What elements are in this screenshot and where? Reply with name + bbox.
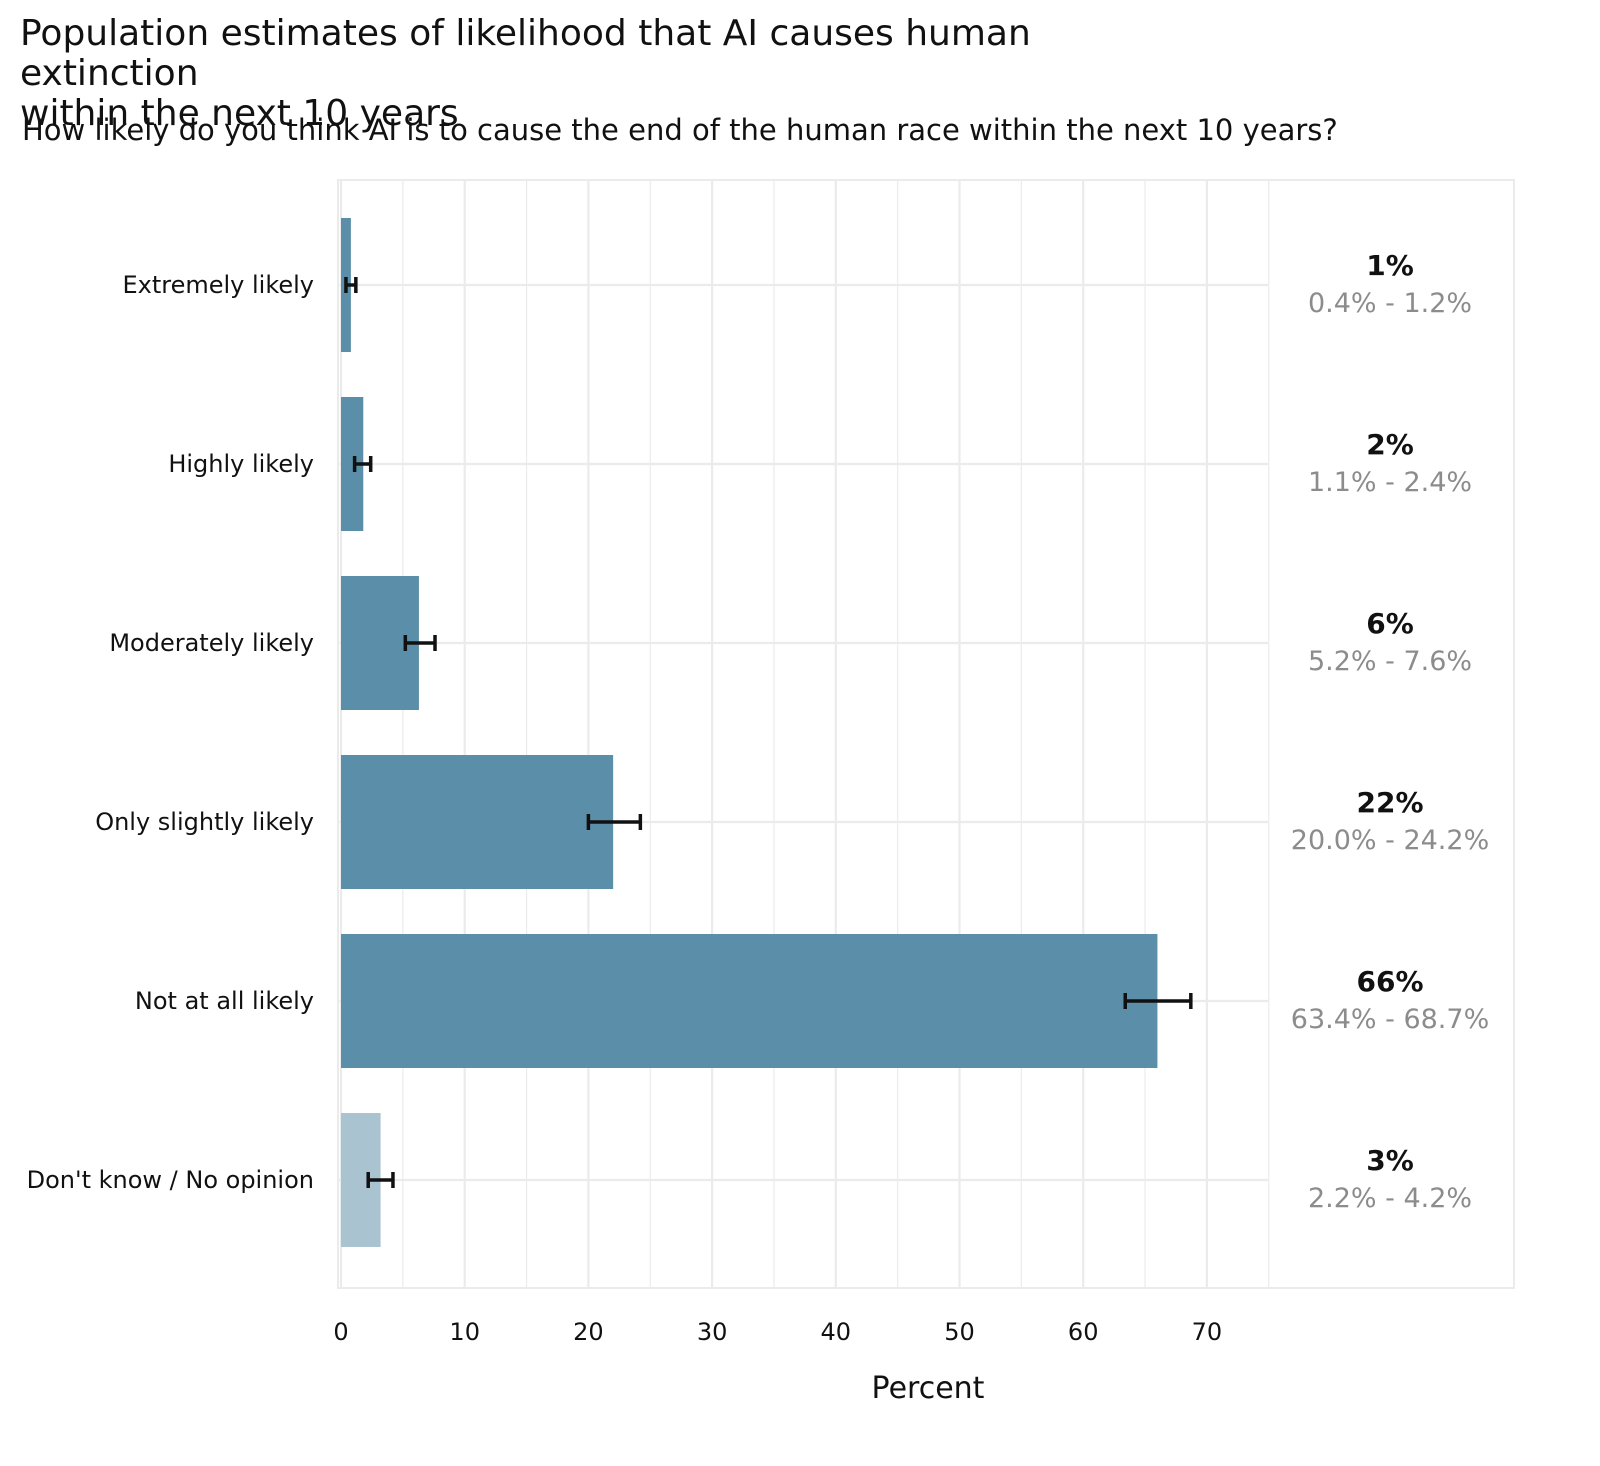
value-label: 6% bbox=[1366, 607, 1414, 640]
error-bars bbox=[344, 277, 1193, 1188]
chart-title-line-1: Population estimates of likelihood that … bbox=[20, 13, 1031, 94]
error-bar bbox=[586, 814, 643, 830]
error-bar bbox=[403, 635, 437, 651]
value-label: 3% bbox=[1366, 1144, 1414, 1177]
ci-label: 1.1% - 2.4% bbox=[1308, 467, 1472, 498]
chart-subtitle: How likely do you think AI is to cause t… bbox=[22, 113, 1338, 147]
plot-panel bbox=[337, 179, 1515, 1289]
category-label: Highly likely bbox=[168, 450, 314, 478]
x-tick-label: 60 bbox=[1068, 1318, 1099, 1346]
value-label: 2% bbox=[1366, 428, 1414, 461]
error-bar bbox=[344, 277, 358, 293]
ci-label: 63.4% - 68.7% bbox=[1291, 1004, 1489, 1035]
x-tick-label: 40 bbox=[821, 1318, 852, 1346]
error-bar bbox=[1123, 993, 1193, 1009]
x-tick-label: 50 bbox=[944, 1318, 975, 1346]
bar bbox=[341, 934, 1158, 1068]
value-label: 66% bbox=[1356, 965, 1423, 998]
ci-label: 5.2% - 7.6% bbox=[1308, 646, 1472, 677]
x-tick-label: 10 bbox=[449, 1318, 480, 1346]
category-labels: Extremely likely Highly likely Moderately … bbox=[27, 271, 314, 1194]
value-label: 1% bbox=[1366, 249, 1414, 282]
grid-lines bbox=[338, 180, 1270, 1288]
x-axis-title: Percent bbox=[872, 1371, 985, 1406]
bar bbox=[341, 397, 364, 531]
x-tick-labels: 0 10 20 30 40 50 60 70 bbox=[333, 1318, 1222, 1346]
category-label: Extremely likely bbox=[122, 271, 314, 299]
category-label: Moderately likely bbox=[109, 629, 314, 657]
chart-title-line-2: within the next 10 years bbox=[20, 93, 459, 134]
ci-label: 20.0% - 24.2% bbox=[1291, 825, 1489, 856]
value-annotations: 1% 0.4% - 1.2% 2% 1.1% - 2.4% 6% 5.2% - 7.6% 2… bbox=[1291, 249, 1489, 1214]
bar bbox=[341, 755, 614, 889]
x-tick-label: 20 bbox=[573, 1318, 604, 1346]
chart-title: Population estimates of likelihood that … bbox=[20, 14, 1220, 134]
category-label: Don't know / No opinion bbox=[27, 1166, 314, 1194]
x-tick-label: 70 bbox=[1192, 1318, 1223, 1346]
category-label: Not at all likely bbox=[135, 987, 314, 1015]
error-bar bbox=[366, 1172, 395, 1188]
value-label: 22% bbox=[1356, 786, 1423, 819]
x-tick-label: 30 bbox=[697, 1318, 728, 1346]
x-tick-label: 0 bbox=[333, 1318, 348, 1346]
ci-label: 0.4% - 1.2% bbox=[1308, 288, 1472, 319]
ci-label: 2.2% - 4.2% bbox=[1308, 1183, 1472, 1214]
category-label: Only slightly likely bbox=[95, 808, 314, 836]
error-bar bbox=[352, 456, 373, 472]
bars bbox=[341, 218, 1158, 1247]
